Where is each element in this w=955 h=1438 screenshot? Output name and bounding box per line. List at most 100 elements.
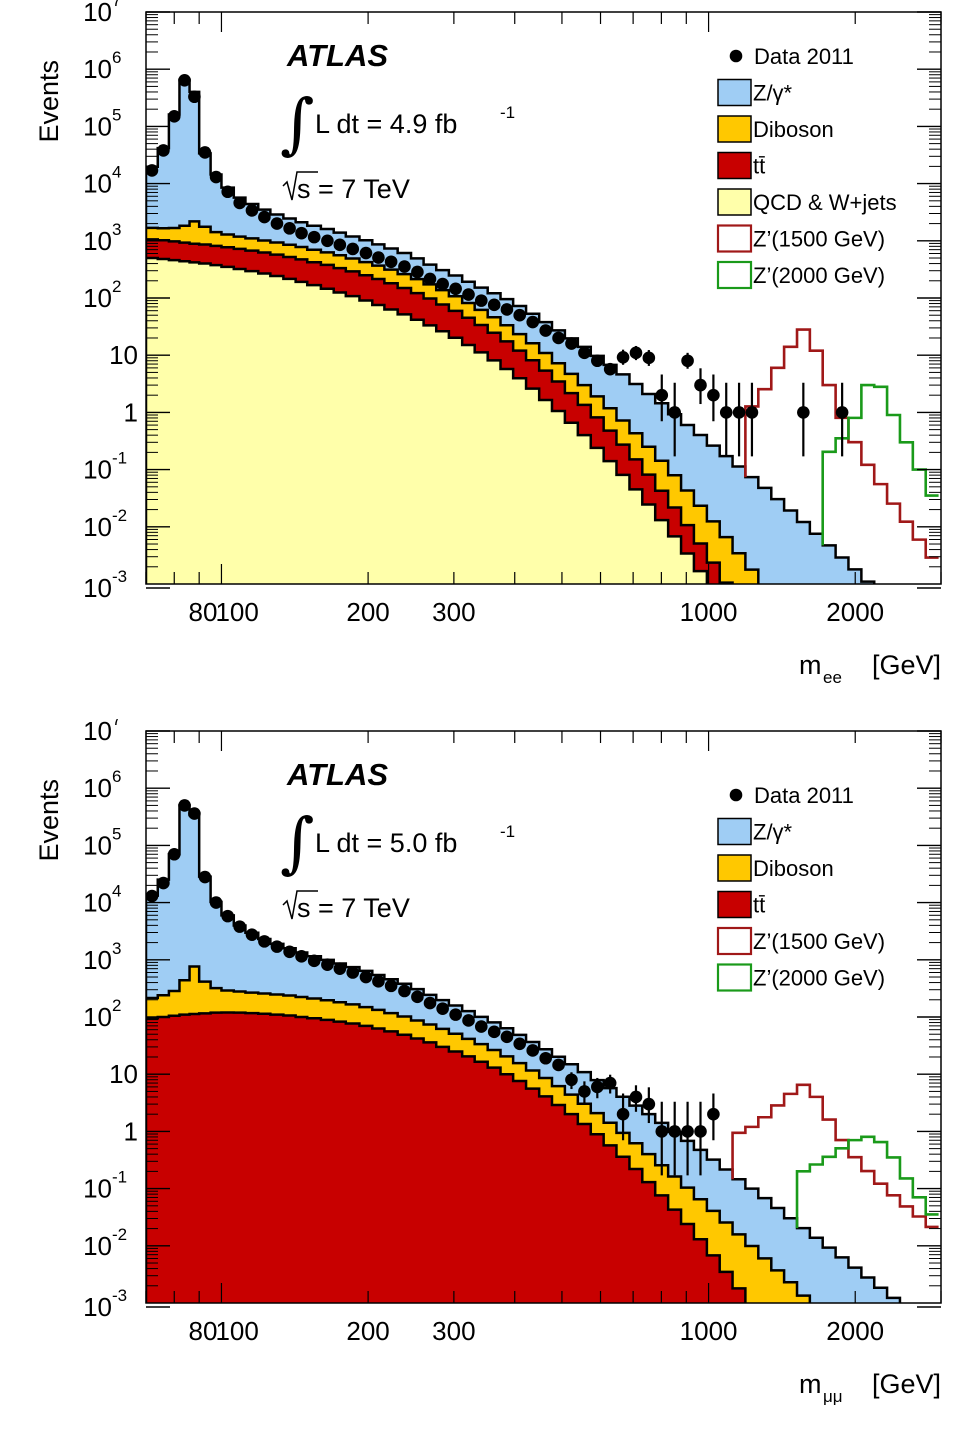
data-point (462, 288, 475, 301)
data-point (513, 308, 527, 322)
y-tick-label-base: 1 (124, 1116, 138, 1146)
y-tick-label-exponent: 3 (112, 220, 121, 239)
legend-swatch-line (716, 224, 753, 253)
experiment-label: ATLAS (286, 757, 388, 792)
legend-entry: tt̄ (717, 890, 765, 919)
signal-zp2000-line (795, 1135, 939, 1229)
legend-entry: Z’(2000 GeV) (716, 963, 885, 992)
data-point (258, 210, 271, 224)
data-point (245, 928, 259, 941)
y-tick-label-exponent: -3 (112, 1286, 127, 1305)
y-tick-label-base: 10 (83, 54, 112, 84)
data-point (270, 940, 284, 953)
legend-entry: Z’(1500 GeV) (716, 926, 885, 956)
data-point (694, 378, 707, 392)
x-tick-label: 80 (189, 1316, 218, 1346)
legend-label: Z’(1500 GeV) (753, 227, 885, 252)
data-point (411, 990, 424, 1004)
y-tick-label-base: 10 (83, 0, 112, 27)
legend-label: Z’(2000 GeV) (753, 263, 885, 288)
y-tick-label-base: 10 (109, 1059, 138, 1089)
data-point (436, 1002, 449, 1015)
legend-label: Z/γ* (753, 81, 793, 106)
data-point (642, 351, 656, 365)
y-tick-label-exponent: -1 (112, 1168, 127, 1187)
data-point (233, 920, 246, 933)
y-tick-label-base: 10 (83, 512, 112, 542)
x-tick-label: 80 (189, 597, 218, 627)
data-point (500, 1030, 514, 1044)
data-point (526, 315, 540, 329)
y-tick-label-base: 10 (83, 169, 112, 199)
data-point (295, 950, 308, 963)
integral-sign: ∫ (280, 804, 314, 881)
y-tick-label: 10 7 (83, 0, 121, 27)
legend-entry: Z/γ* (717, 78, 793, 107)
x-tick-label: 200 (346, 1316, 389, 1346)
data-point (629, 346, 643, 360)
y-tick-label-exponent: 7 (112, 0, 121, 10)
y-tick-label-base: 10 (83, 888, 112, 918)
legend-entry: Z’(1500 GeV) (716, 224, 885, 253)
x-axis-title-unit: [GeV] (872, 650, 941, 680)
y-tick-label: 10 5 (83, 824, 121, 860)
integral-sign: ∫ (280, 85, 314, 162)
signal-zp1500-line (731, 1083, 939, 1229)
luminosity-exponent: -1 (500, 822, 515, 841)
data-point (694, 1125, 707, 1138)
data-point (178, 73, 191, 87)
y-tick-label: 10 -2 (83, 506, 127, 542)
y-tick-label-exponent: 6 (112, 48, 121, 67)
data-point (157, 144, 170, 157)
y-tick-label-base: 10 (83, 1231, 112, 1261)
stack-qcd-area (146, 256, 709, 584)
legend-swatch-line (716, 260, 753, 290)
y-tick-label: 10 7 (83, 719, 121, 746)
y-tick-label: 1 (124, 1116, 138, 1146)
data-point (423, 996, 437, 1010)
y-tick-label: 10 3 (83, 220, 121, 256)
data-point (209, 170, 223, 184)
data-point (668, 1125, 681, 1138)
legend-marker-data (729, 49, 743, 63)
legend-label: tt̄ (753, 154, 765, 179)
legend-swatch (717, 151, 752, 180)
data-point (198, 870, 212, 884)
data-point (307, 230, 321, 244)
y-tick-label-exponent: 4 (112, 163, 121, 182)
y-tick-label-base: 10 (83, 830, 112, 860)
x-tick-label: 300 (432, 1316, 475, 1346)
data-point (681, 1125, 694, 1138)
data-point (198, 146, 212, 159)
x-axis-title-var: m (799, 650, 822, 680)
data-point (411, 265, 424, 279)
data-point (346, 966, 360, 979)
data-point (462, 1014, 475, 1027)
y-tick-label-exponent: 4 (112, 882, 121, 901)
legend-swatch (717, 817, 752, 846)
data-point (603, 362, 617, 376)
y-tick-label-base: 10 (83, 1292, 112, 1322)
x-tick-label: 2000 (826, 597, 884, 627)
y-tick-label: 10 -3 (83, 567, 127, 603)
data-point (565, 337, 578, 350)
data-point (578, 1085, 591, 1098)
data-point (423, 272, 437, 286)
data-point (513, 1037, 527, 1051)
data-point (449, 1008, 462, 1021)
y-tick-label-exponent: 2 (112, 996, 121, 1015)
data-point (629, 1090, 643, 1104)
legend-label: Diboson (753, 117, 834, 142)
data-point (188, 807, 201, 820)
data-point (295, 226, 308, 240)
data-point (487, 298, 501, 312)
legend-label: Data 2011 (754, 783, 854, 808)
data-point (146, 164, 159, 177)
data-point (745, 406, 759, 419)
y-tick-label-exponent: 7 (112, 719, 121, 729)
sqrt-sign (282, 171, 318, 201)
data-point (835, 406, 849, 419)
y-tick-label-base: 10 (83, 573, 112, 603)
y-tick-label-exponent: -3 (112, 567, 127, 586)
